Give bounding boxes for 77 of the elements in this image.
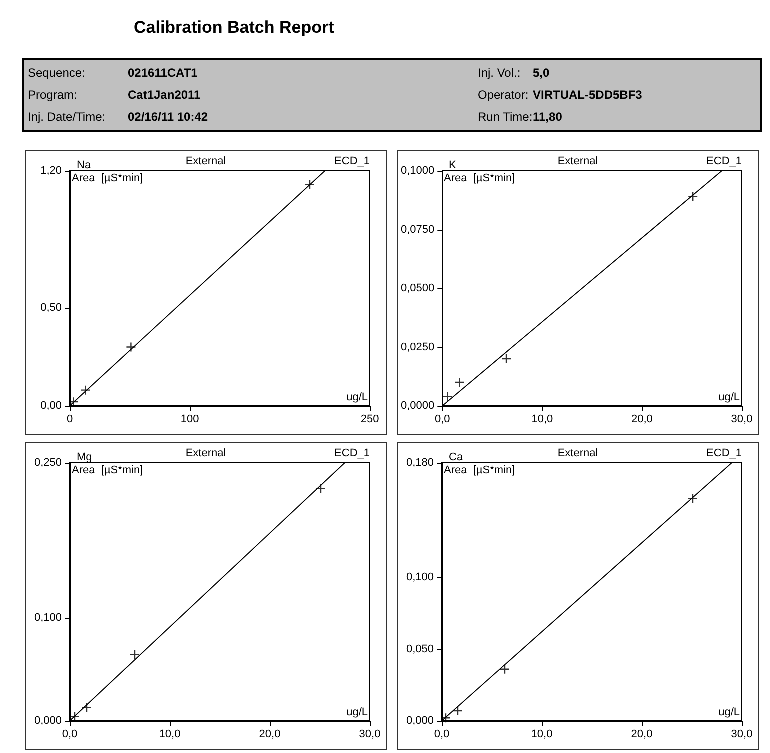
text: ECD_1	[706, 156, 742, 168]
x-tick-label: 0,0	[434, 728, 450, 740]
chart-title: Ca	[449, 452, 464, 464]
y-axis-title: Area [µS*min]	[444, 172, 516, 184]
point	[688, 494, 698, 504]
text: ECD_1	[706, 448, 742, 460]
text: VIRTUAL-5DD5BF3	[533, 87, 644, 104]
point	[442, 392, 453, 402]
y-tick-label: 0,000	[34, 715, 62, 727]
x-tick-label: 250	[360, 414, 380, 426]
y-tick-label: 0,250	[34, 457, 62, 469]
y-axis-title: Area [µS*min]	[72, 464, 144, 476]
text: External	[186, 156, 226, 168]
text: 11,80	[533, 109, 564, 126]
x-tick-label: 20,0	[632, 414, 653, 426]
chart-title: K	[449, 160, 457, 172]
y-tick-label: 0,1000	[400, 165, 435, 177]
text: 5,0	[533, 65, 551, 82]
point	[500, 664, 510, 674]
text: Inj. Date/Time:	[28, 109, 107, 126]
y-tick-label: 0,0250	[400, 341, 435, 354]
text: External	[186, 448, 226, 460]
x-axis-title: ug/L	[718, 392, 740, 404]
y-tick-label: 0,00	[40, 400, 62, 412]
text: Cat1Jan2011	[128, 87, 202, 104]
point	[316, 484, 326, 494]
text: ECD_1	[334, 448, 370, 460]
y-tick-label: 0,100	[34, 612, 62, 624]
text: Operator:	[478, 87, 530, 104]
text: ECD_1	[334, 156, 370, 168]
point	[304, 180, 316, 190]
x-tick-label: 30,0	[359, 728, 381, 740]
text: 021611CAT1	[128, 65, 199, 82]
y-tick-label: 0,100	[406, 572, 434, 584]
point	[501, 354, 512, 364]
chart-title: Mg	[77, 452, 92, 464]
y-axis-title: Area [µS*min]	[72, 172, 144, 184]
text: Program:	[28, 87, 78, 104]
point	[130, 650, 140, 660]
chart-title: Na	[77, 160, 92, 172]
x-tick-label: 10,0	[532, 414, 554, 426]
text: 02/16/11 10:42	[128, 109, 210, 126]
y-axis-title: Area [µS*min]	[444, 464, 516, 476]
point	[454, 377, 465, 388]
x-tick-label: 20,0	[631, 728, 653, 740]
x-tick-label: 30,0	[731, 414, 753, 426]
y-tick-label: 0,0500	[400, 282, 435, 294]
y-tick-label: 0,0000	[400, 400, 435, 412]
x-tick-label: 30,0	[731, 728, 753, 740]
text: Calibration Batch Report	[134, 18, 336, 38]
text: External	[558, 156, 598, 168]
text: Inj. Vol.:	[478, 65, 522, 82]
y-tick-label: 0,180	[406, 457, 434, 469]
x-tick-label: 0,0	[62, 728, 78, 740]
x-tick-label: 0	[66, 414, 74, 426]
text: External	[558, 448, 598, 460]
x-axis-title: ug/L	[346, 706, 368, 718]
y-tick-label: 0,050	[406, 643, 434, 656]
x-tick-label: 100	[180, 414, 200, 426]
point	[452, 706, 464, 716]
y-tick-label: 0,0750	[400, 224, 435, 236]
x-axis-title: ug/L	[718, 706, 740, 718]
x-axis-title: ug/L	[346, 392, 368, 404]
point	[70, 712, 80, 722]
x-tick-label: 20,0	[259, 728, 281, 740]
y-tick-label: 1,20	[40, 165, 62, 177]
x-tick-label: 10,0	[159, 728, 181, 740]
point	[126, 342, 136, 352]
point	[688, 192, 698, 202]
text: Run Time:	[478, 109, 533, 126]
x-tick-label: 0,0	[434, 414, 450, 426]
point	[80, 385, 91, 396]
text: Sequence:	[28, 65, 86, 82]
y-tick-label: 0,000	[406, 715, 434, 727]
point	[82, 702, 92, 713]
x-tick-label: 10,0	[531, 728, 553, 740]
y-tick-label: 0,50	[40, 302, 62, 314]
